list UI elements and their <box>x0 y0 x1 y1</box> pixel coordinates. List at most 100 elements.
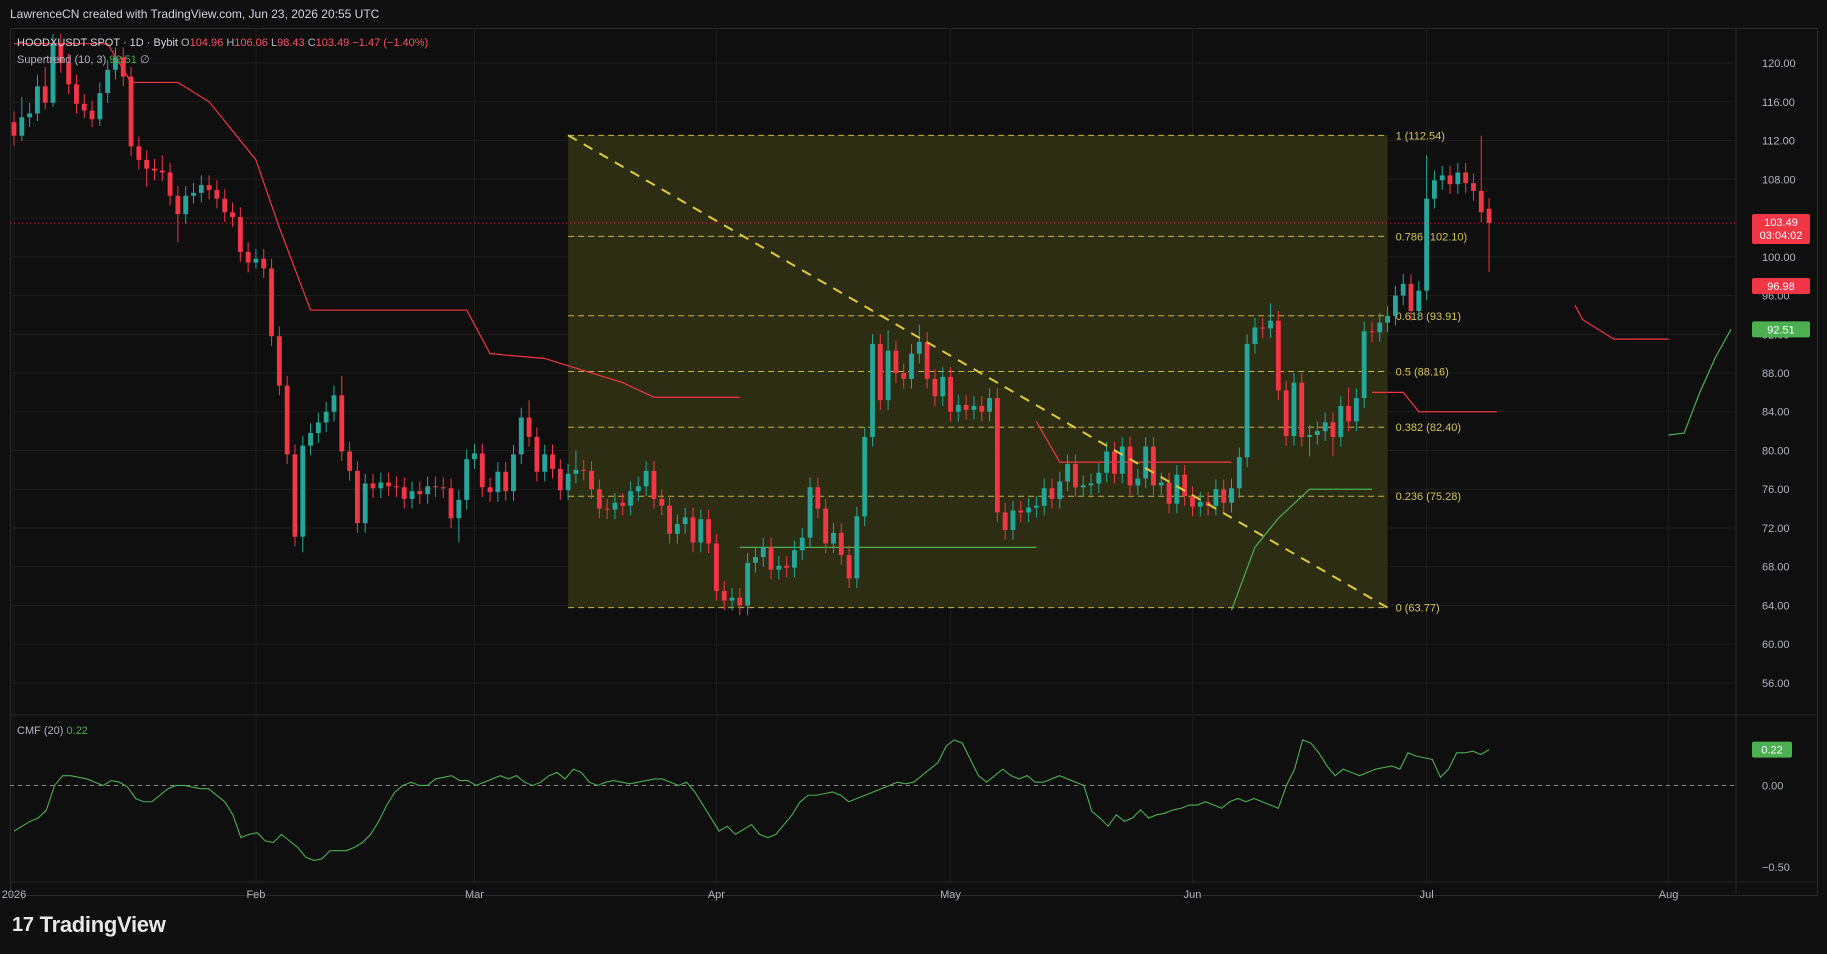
candle-body <box>589 470 594 490</box>
candle-body <box>924 342 930 379</box>
cmf-label[interactable]: CMF (20) <box>17 725 64 737</box>
candle <box>354 461 360 533</box>
candle <box>1049 478 1055 509</box>
candle-body <box>472 453 477 460</box>
candle-body <box>487 487 493 493</box>
candle <box>42 66 48 110</box>
candle-body <box>113 57 118 70</box>
candle-body <box>729 597 735 601</box>
candle-body <box>1080 485 1086 488</box>
candle <box>331 385 337 422</box>
candle-body <box>573 469 579 474</box>
candle-body <box>877 343 883 401</box>
candle-body <box>1190 496 1195 507</box>
candle-body <box>511 454 516 492</box>
descending-trendline <box>567 134 1389 609</box>
candle <box>511 444 516 501</box>
supertrend-label[interactable]: Supertrend (10, 3) <box>17 54 107 66</box>
candle <box>1424 155 1430 301</box>
cmf-legend: CMF (20) 0.22 <box>17 725 88 737</box>
price-badge-value: 103.49 <box>1764 217 1798 229</box>
candle <box>308 423 313 456</box>
candle-body <box>152 168 157 171</box>
candle-body <box>175 195 181 215</box>
candle <box>1119 436 1125 484</box>
candle <box>1190 486 1195 517</box>
candle-body <box>425 486 431 495</box>
tradingview-brand[interactable]: 17 TradingView <box>12 912 166 938</box>
candle-body <box>284 385 290 455</box>
candle-body <box>550 454 555 469</box>
candle-body <box>823 508 829 544</box>
candle-body <box>1392 295 1398 316</box>
high-value: 106.06 <box>234 37 268 49</box>
price-axis-tick: 60.00 <box>1762 639 1790 651</box>
candle <box>120 47 126 87</box>
candle <box>1112 441 1117 484</box>
low-label: L <box>270 37 278 49</box>
candle-body <box>81 103 87 111</box>
candle <box>394 476 399 497</box>
candle-body <box>1088 483 1094 486</box>
candle-body <box>1002 512 1008 530</box>
candle <box>1361 321 1367 408</box>
chart-caption: LawrenceCN created with TradingView.com,… <box>10 7 380 21</box>
candle-body <box>1041 488 1047 506</box>
candle <box>628 481 633 516</box>
candle <box>433 476 438 497</box>
candle-body <box>417 491 423 495</box>
candle-body <box>1432 180 1437 199</box>
price-axis-tick: 108.00 <box>1762 174 1796 186</box>
candle-body <box>643 470 649 487</box>
candle-body <box>916 342 922 354</box>
candle-body <box>1353 398 1359 422</box>
candle-body <box>955 404 961 412</box>
candle-body <box>1416 290 1422 312</box>
candle-body <box>721 590 727 601</box>
candle-body <box>682 517 688 525</box>
candle <box>831 523 836 554</box>
candle <box>792 540 797 578</box>
candle-body <box>136 146 142 160</box>
candle <box>1104 441 1110 483</box>
candle-body <box>557 468 563 491</box>
candle-body <box>1275 320 1281 391</box>
candle <box>799 527 805 560</box>
candle <box>1275 311 1281 401</box>
candle <box>760 537 766 567</box>
candle-body <box>1260 327 1266 329</box>
candle <box>1221 479 1227 513</box>
candle <box>1096 463 1102 494</box>
price-badge-countdown: 03:04:02 <box>1760 230 1803 242</box>
candle <box>472 443 477 469</box>
fib-level-label: 0.618 (93.91) <box>1396 311 1461 323</box>
candle <box>1088 473 1094 496</box>
candle-body <box>690 517 696 543</box>
candle-body <box>1291 382 1297 436</box>
candle-body <box>1268 320 1273 329</box>
candle-body <box>1478 190 1484 213</box>
cmf-line <box>13 739 1490 862</box>
candle <box>870 334 875 447</box>
candle <box>1346 387 1351 432</box>
symbol-name[interactable]: HOODXUSDT SPOT · 1D · Bybit <box>17 37 178 49</box>
candle <box>1182 465 1188 506</box>
candle-body <box>1049 488 1055 499</box>
candle-body <box>604 508 610 510</box>
price-badge-bg <box>1752 213 1810 244</box>
candle <box>34 74 40 122</box>
price-axis: 120.00116.00112.00108.00104.00100.0096.0… <box>1752 58 1810 690</box>
candle-body <box>612 502 618 510</box>
candle <box>315 412 321 443</box>
candle <box>105 60 111 103</box>
candle-body <box>628 491 633 506</box>
candle-body <box>901 373 907 379</box>
candle-body <box>74 84 79 104</box>
candle-body <box>940 376 946 397</box>
candle <box>1299 373 1305 447</box>
symbol-legend: HOODXUSDT SPOT · 1D · Bybit O104.96 H106… <box>17 35 428 69</box>
candle <box>643 461 649 497</box>
candle-body <box>495 471 501 493</box>
candle <box>378 472 384 498</box>
